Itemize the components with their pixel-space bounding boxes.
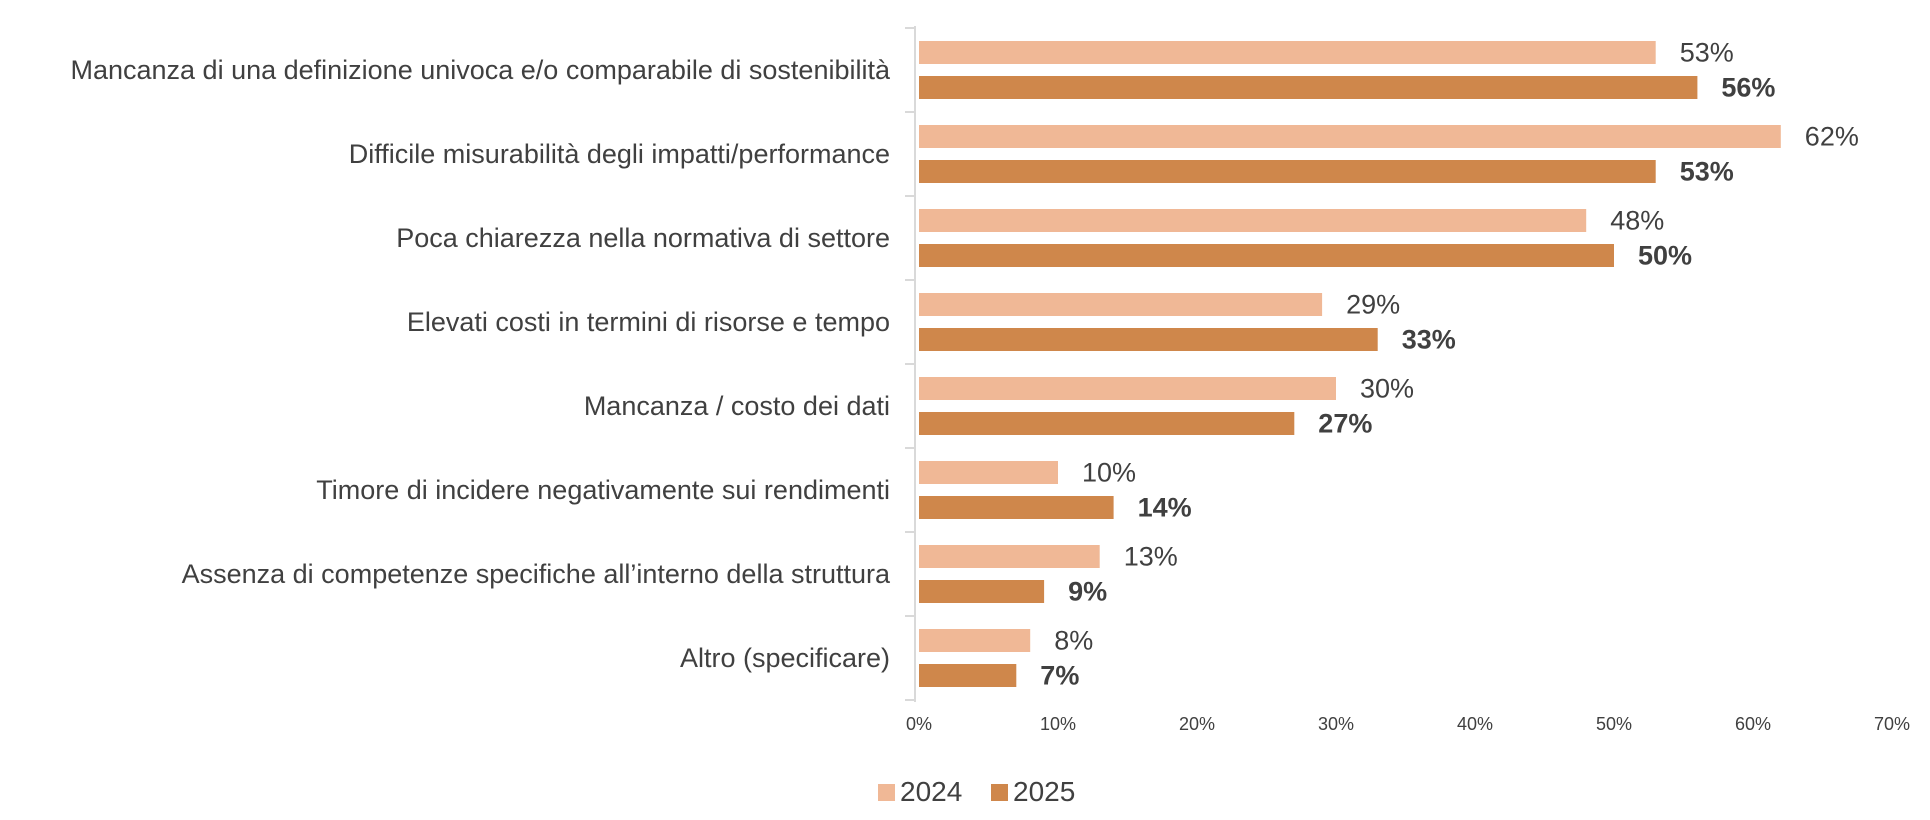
x-tick-label: 30% bbox=[1318, 714, 1354, 734]
bar-2024-2 bbox=[919, 209, 1587, 232]
bar-2024-1 bbox=[919, 125, 1781, 148]
bar-2024-7 bbox=[919, 629, 1031, 652]
bar-2024-0 bbox=[919, 41, 1656, 64]
bar-2025-1 bbox=[919, 160, 1656, 183]
data-label-2025: 27% bbox=[1318, 409, 1372, 439]
data-label-2025: 33% bbox=[1402, 325, 1456, 355]
category-label: Altro (specificare) bbox=[680, 643, 890, 673]
category-label: Timore di incidere negativamente sui ren… bbox=[316, 475, 890, 505]
bar-2025-4 bbox=[919, 412, 1295, 435]
x-tick-label: 50% bbox=[1596, 714, 1632, 734]
x-tick-label: 10% bbox=[1040, 714, 1076, 734]
x-axis-tick-labels: 0% 10% 20% 30% 40% 50% 60% 70% bbox=[906, 714, 1910, 734]
category-label: Mancanza di una definizione univoca e/o … bbox=[70, 55, 890, 85]
data-label-2025: 14% bbox=[1138, 493, 1192, 523]
category-label: Assenza di competenze specifiche all’int… bbox=[182, 559, 891, 589]
data-label-2024: 13% bbox=[1124, 542, 1178, 572]
y-axis-ticks bbox=[905, 27, 915, 701]
data-label-2025: 53% bbox=[1680, 157, 1734, 187]
bar-2024-6 bbox=[919, 545, 1100, 568]
category-label: Poca chiarezza nella normativa di settor… bbox=[396, 223, 890, 253]
legend: 2024 2025 bbox=[878, 776, 1075, 807]
x-tick-label: 60% bbox=[1735, 714, 1771, 734]
bar-2025-7 bbox=[919, 664, 1017, 687]
bar-2025-2 bbox=[919, 244, 1614, 267]
data-label-2024: 53% bbox=[1680, 38, 1734, 68]
legend-swatch-2024 bbox=[878, 784, 895, 801]
legend-label-2024: 2024 bbox=[900, 776, 962, 807]
data-label-2025: 9% bbox=[1068, 577, 1107, 607]
bar-2024-5 bbox=[919, 461, 1058, 484]
bar-2025-6 bbox=[919, 580, 1045, 603]
data-label-2024: 8% bbox=[1054, 626, 1093, 656]
data-label-2024: 48% bbox=[1610, 206, 1664, 236]
category-label: Difficile misurabilità degli impatti/per… bbox=[349, 139, 890, 169]
data-label-2024: 30% bbox=[1360, 374, 1414, 404]
bar-2024-4 bbox=[919, 377, 1336, 400]
x-tick-label: 70% bbox=[1874, 714, 1910, 734]
category-labels: Mancanza di una definizione univoca e/o … bbox=[70, 55, 890, 673]
bar-2025-3 bbox=[919, 328, 1378, 351]
data-labels: 53% 56% 62% 53% 48% 50% 29%33% 30% 27% 10%14% 13% 9… bbox=[1040, 38, 1859, 691]
bar-2024-3 bbox=[919, 293, 1323, 316]
data-label-2025: 56% bbox=[1721, 73, 1775, 103]
x-tick-label: 20% bbox=[1179, 714, 1215, 734]
category-label: Elevati costi in termini di risorse e te… bbox=[407, 307, 890, 337]
bar-2025-0 bbox=[919, 76, 1698, 99]
bars bbox=[919, 41, 1781, 687]
data-label-2025: 7% bbox=[1040, 661, 1079, 691]
bar-2025-5 bbox=[919, 496, 1114, 519]
x-tick-label: 0% bbox=[906, 714, 932, 734]
x-tick-label: 40% bbox=[1457, 714, 1493, 734]
category-label: Mancanza / costo dei dati bbox=[584, 391, 890, 421]
data-label-2024: 62% bbox=[1805, 122, 1859, 152]
data-label-2025: 50% bbox=[1638, 241, 1692, 271]
data-label-2024: 10% bbox=[1082, 458, 1136, 488]
legend-label-2025: 2025 bbox=[1013, 776, 1075, 807]
data-label-2024: 29% bbox=[1346, 290, 1400, 320]
legend-swatch-2025 bbox=[991, 784, 1008, 801]
